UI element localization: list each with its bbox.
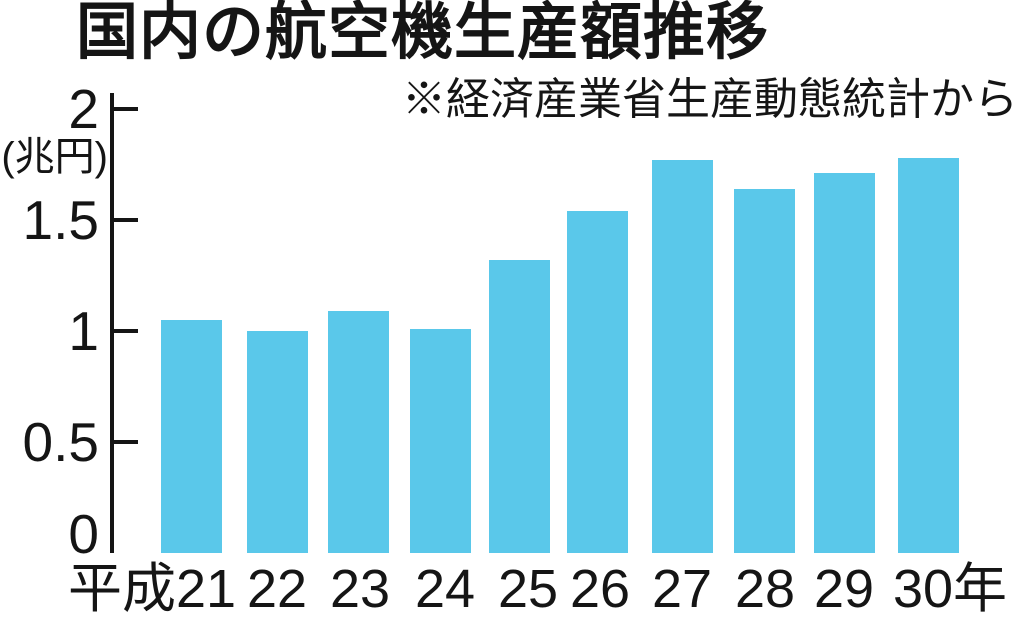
y-axis-tick — [112, 218, 138, 222]
x-axis-label: 平成21 — [67, 559, 237, 619]
y-axis-tick-label: 0.5 — [22, 411, 99, 473]
bar-24 — [410, 329, 471, 553]
y-axis-tick-label: 1 — [68, 300, 99, 362]
bar-23 — [328, 311, 389, 553]
y-axis-tick — [112, 107, 138, 111]
bar-28 — [734, 189, 795, 553]
bar-27 — [652, 160, 713, 553]
x-axis-label: 25 — [497, 559, 559, 619]
y-axis-tick-label: 1.5 — [22, 189, 99, 251]
y-axis-tick-label: 0 — [68, 503, 99, 565]
x-axis-label: 29 — [813, 559, 875, 619]
y-axis-tick — [112, 440, 138, 444]
bar-22 — [247, 331, 308, 553]
chart-title: 国内の航空機生産額推移 — [76, 0, 770, 67]
bar-26 — [567, 211, 628, 553]
y-axis-tick-label: 2 — [68, 78, 99, 140]
source-note: ※経済産業省生産動態統計から — [402, 75, 1018, 124]
x-axis-label: 26 — [569, 559, 631, 619]
bar-平成21 — [161, 320, 222, 553]
x-axis-label: 23 — [329, 559, 391, 619]
y-axis-tick — [112, 329, 138, 333]
y-axis-unit-label: (兆円) — [1, 135, 108, 179]
bar-25 — [489, 260, 550, 553]
bar-30年 — [898, 158, 959, 553]
x-axis-label: 24 — [414, 559, 476, 619]
x-axis-label: 28 — [734, 559, 796, 619]
bar-29 — [814, 173, 875, 553]
x-axis-label: 27 — [651, 559, 713, 619]
x-axis-label: 22 — [246, 559, 308, 619]
x-axis-label: 30年 — [892, 559, 1008, 619]
y-axis-line — [110, 93, 114, 553]
